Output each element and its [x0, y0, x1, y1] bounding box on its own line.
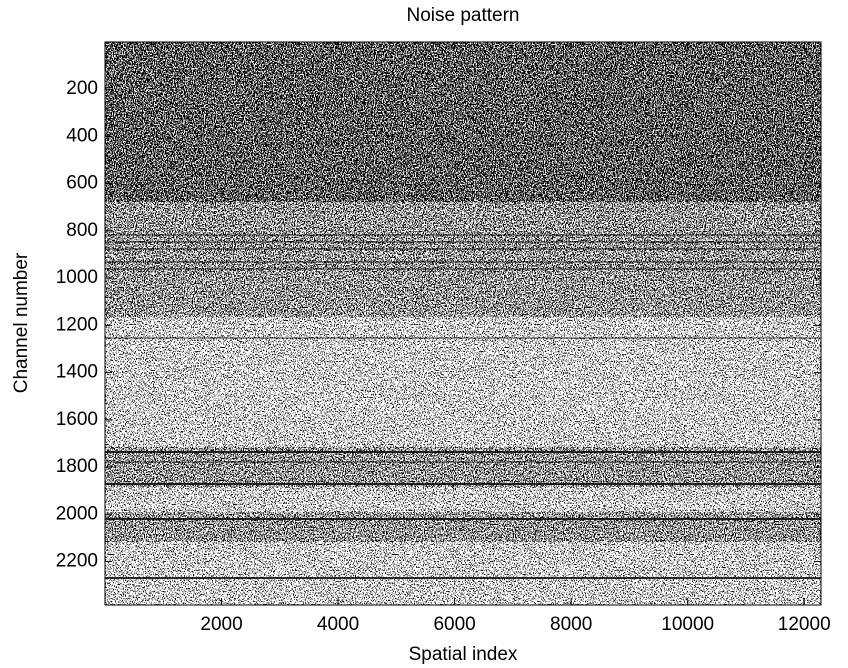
y-tick-label: 1600: [56, 409, 98, 430]
y-axis-label: Channel number: [11, 252, 32, 393]
y-tick-label: 2200: [56, 551, 98, 572]
x-tick-label: 6000: [433, 614, 475, 635]
y-tick-label: 600: [66, 173, 98, 194]
y-tick-label: 800: [66, 220, 98, 241]
y-tick-label: 1200: [56, 314, 98, 335]
y-tick-label: 1000: [56, 267, 98, 288]
y-tick-label: 1800: [56, 456, 98, 477]
plot-frame: [104, 41, 822, 606]
x-tick-label: 8000: [550, 614, 592, 635]
x-tick-label: 4000: [317, 614, 359, 635]
chart-title: Noise pattern: [406, 5, 519, 26]
y-tick-label: 400: [66, 125, 98, 146]
noise-image: [105, 42, 821, 605]
y-tick-label: 1400: [56, 362, 98, 383]
x-tick-label: 12000: [778, 614, 831, 635]
y-tick-label: 2000: [56, 503, 98, 524]
x-tick-label: 2000: [200, 614, 242, 635]
y-tick-label: 200: [66, 78, 98, 99]
x-axis-label: Spatial index: [409, 644, 518, 665]
x-tick-label: 10000: [661, 614, 714, 635]
